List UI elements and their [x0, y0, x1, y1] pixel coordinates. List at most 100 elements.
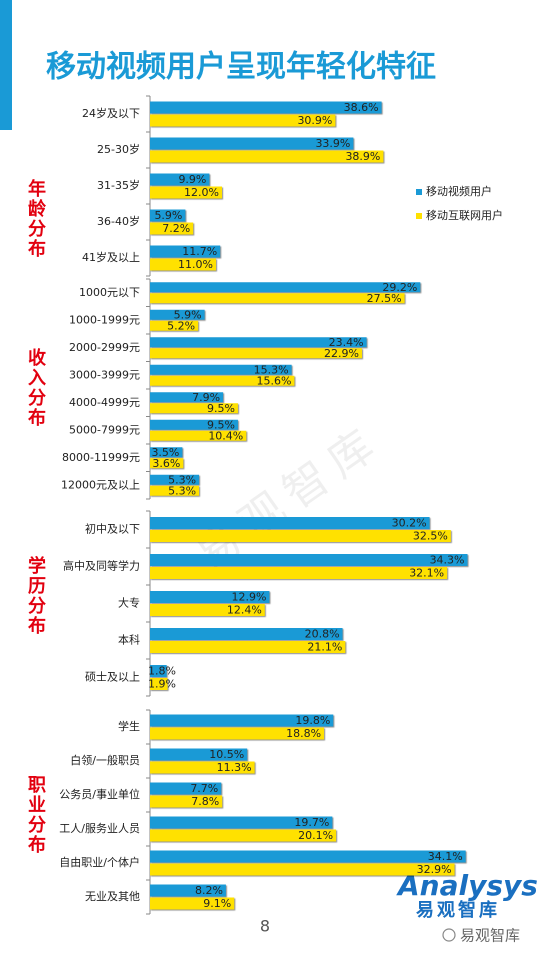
category-label: 白领/一般职员	[70, 753, 140, 767]
category-label: 高中及同等学力	[63, 559, 140, 573]
page-number: 8	[260, 917, 270, 936]
bar	[150, 517, 430, 529]
bar	[150, 714, 334, 727]
bar	[150, 447, 183, 458]
bar	[150, 567, 448, 579]
category-label: 31-35岁	[97, 178, 140, 192]
section-title: 收入分布	[25, 347, 46, 428]
value-label: 15.6%	[256, 374, 291, 387]
legend-swatch	[416, 189, 422, 195]
category-label: 24岁及以下	[82, 106, 140, 120]
category-label: 8000-11999元	[62, 451, 140, 464]
bar	[150, 863, 455, 876]
value-label: 30.9%	[297, 114, 332, 127]
value-label: 5.3%	[168, 484, 196, 497]
value-label: 20.8%	[305, 628, 340, 641]
value-label: 11.7%	[182, 245, 217, 258]
bar	[150, 748, 248, 761]
page-title: 移动视频用户呈现年轻化特征	[46, 50, 436, 85]
value-label: 7.2%	[162, 222, 190, 235]
bar	[150, 364, 292, 375]
bar	[150, 309, 205, 320]
bar	[150, 114, 336, 127]
value-label: 12.4%	[227, 604, 262, 617]
category-label: 学生	[118, 719, 140, 733]
value-label: 34.1%	[428, 850, 463, 863]
bar	[150, 604, 265, 616]
value-label: 3.6%	[152, 457, 180, 470]
section-title: 职业分布	[25, 775, 46, 855]
category-label: 5000-7999元	[69, 423, 140, 436]
legend-label: 移动视频用户	[426, 184, 492, 198]
category-label: 2000-2999元	[69, 341, 140, 354]
bar	[150, 591, 270, 603]
value-label: 32.5%	[413, 530, 448, 543]
value-label: 5.9%	[154, 209, 182, 222]
bar	[150, 282, 421, 293]
bar	[150, 641, 346, 653]
bar	[150, 348, 362, 359]
value-label: 27.5%	[367, 292, 402, 305]
value-label: 11.3%	[217, 761, 252, 774]
bar	[150, 392, 224, 403]
category-label: 本科	[118, 633, 140, 647]
bar	[150, 829, 337, 842]
section-title: 年龄分布	[25, 178, 46, 259]
value-label: 9.5%	[207, 402, 235, 415]
bar	[150, 375, 295, 386]
bar	[150, 337, 367, 348]
bar	[150, 795, 223, 808]
bar	[150, 320, 199, 331]
bar	[150, 761, 255, 774]
wechat-name: 易观智库	[460, 927, 520, 945]
value-label: 19.7%	[294, 816, 329, 829]
bar	[150, 665, 167, 677]
value-label: 1.9%	[148, 678, 176, 691]
category-label: 25-30岁	[97, 142, 140, 156]
value-label: 33.9%	[315, 137, 350, 150]
value-label: 7.8%	[191, 795, 219, 808]
value-label: 12.9%	[231, 591, 266, 604]
value-label: 7.7%	[190, 782, 218, 795]
value-label: 10.4%	[208, 429, 243, 442]
value-label: 22.9%	[324, 347, 359, 360]
category-label: 自由职业/个体户	[59, 855, 140, 869]
value-label: 23.4%	[329, 336, 364, 349]
value-label: 7.9%	[192, 391, 220, 404]
bar	[150, 101, 382, 114]
bar	[150, 897, 235, 910]
bar	[150, 222, 194, 235]
value-label: 21.1%	[307, 641, 342, 654]
section-title: 学历分布	[25, 555, 46, 636]
value-label: 38.9%	[345, 150, 380, 163]
bar	[150, 419, 238, 430]
value-label: 9.9%	[178, 173, 206, 186]
value-label: 32.1%	[409, 567, 444, 580]
bar	[150, 209, 186, 222]
value-label: 11.0%	[178, 258, 213, 271]
value-label: 29.2%	[382, 281, 417, 294]
category-label: 初中及以下	[85, 522, 140, 536]
bar	[150, 258, 216, 271]
value-label: 9.5%	[207, 418, 235, 431]
bar	[150, 727, 325, 740]
bar	[150, 245, 221, 258]
value-label: 1.8%	[148, 665, 176, 678]
legend-label: 移动互联网用户	[426, 208, 503, 222]
bar	[150, 816, 333, 829]
bar	[150, 628, 343, 640]
bar	[150, 403, 238, 414]
brand-cn: 易观智库	[416, 899, 500, 921]
accent-bar	[0, 0, 12, 130]
bar	[150, 554, 468, 566]
category-label: 1000元以下	[79, 286, 140, 299]
charts: 年龄分布 24岁及以下 38.6% 30.9% 25-30岁 33.9%38.9% 31-3…	[25, 95, 503, 915]
category-label: 36-40岁	[97, 214, 140, 228]
value-label: 8.2%	[195, 884, 223, 897]
category-label: 12000元及以上	[61, 478, 140, 491]
category-label: 4000-4999元	[69, 396, 140, 409]
category-label: 工人/服务业人员	[59, 822, 140, 835]
bar	[150, 782, 222, 795]
value-label: 32.9%	[417, 863, 452, 876]
